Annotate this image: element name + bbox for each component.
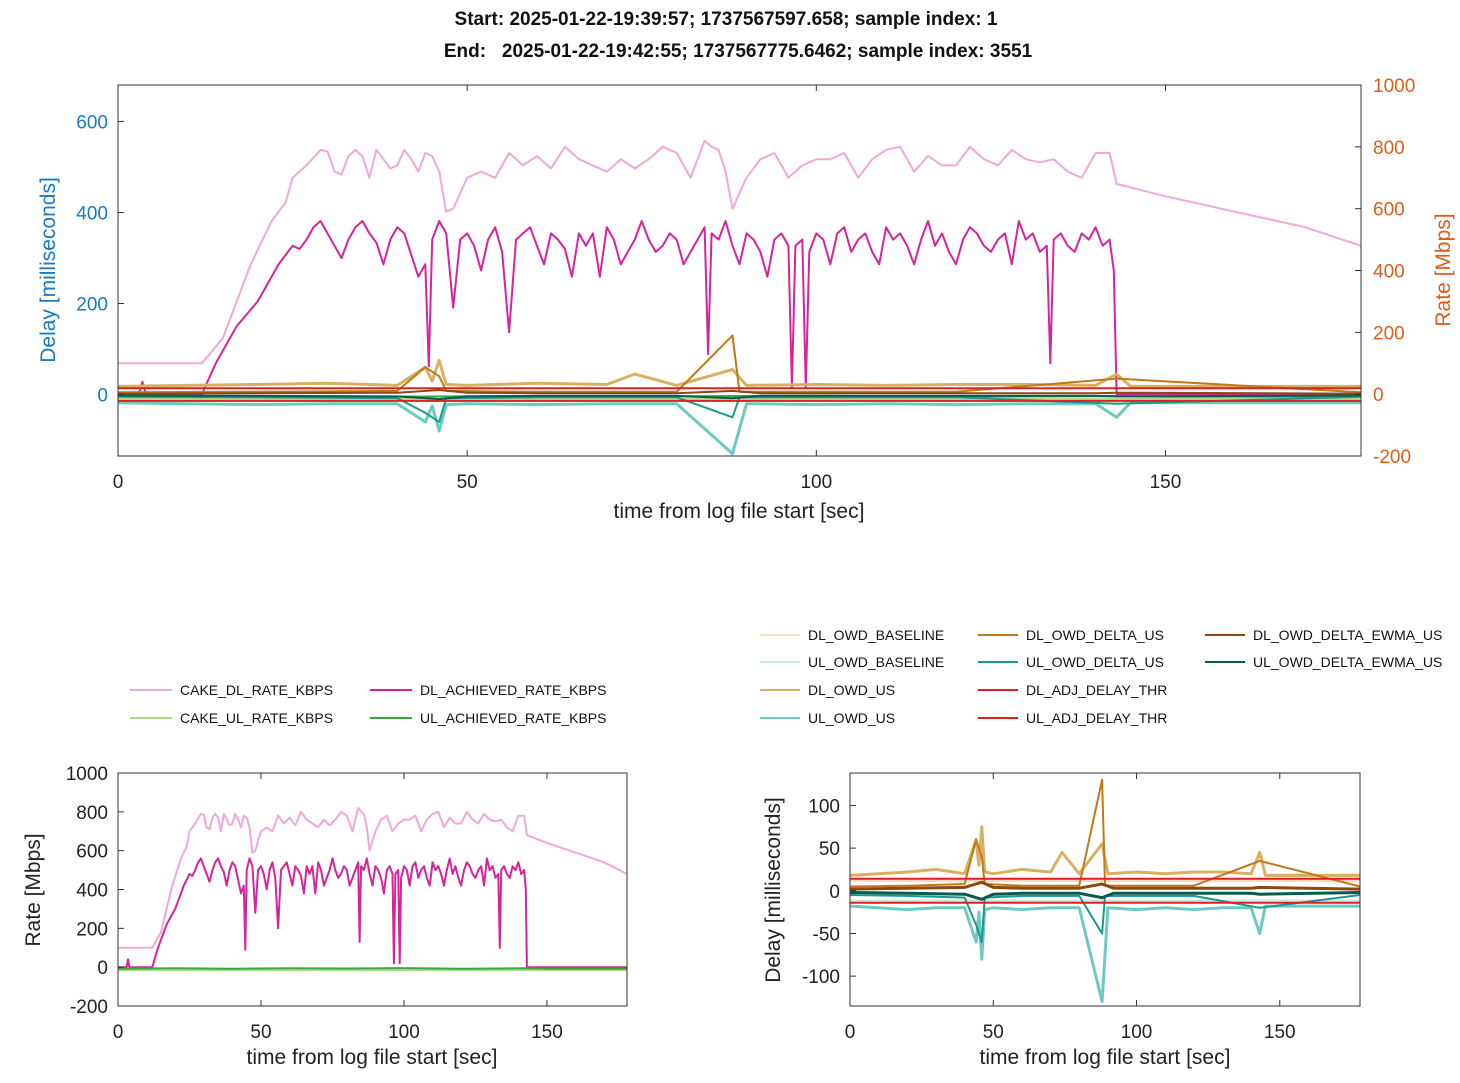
top-y2label: Rate [Mbps] <box>1432 213 1455 326</box>
delay-xtick-label: 150 <box>1264 1022 1296 1043</box>
top-right-ytick-label: 600 <box>1373 200 1405 221</box>
delay-xlabel: time from log file start [sec] <box>980 1046 1231 1069</box>
top-xlabel: time from log file start [sec] <box>614 500 865 523</box>
top-left-ytick-label: 200 <box>76 295 108 316</box>
delay-series-ul-owd-delta-ewma <box>849 891 1361 901</box>
rate-xtick-label: 150 <box>531 1022 563 1043</box>
top-xtick-label: 50 <box>457 472 478 493</box>
legend-rate-label: DL_ACHIEVED_RATE_KBPS <box>420 682 606 698</box>
delay-xtick-label: 100 <box>1121 1022 1153 1043</box>
top-right-ytick-label: 800 <box>1373 138 1405 159</box>
top-ylabel: Delay [milliseconds] <box>37 177 60 363</box>
legend-rate-label: CAKE_DL_RATE_KBPS <box>180 682 333 698</box>
delay-ytick-label: 50 <box>819 839 840 860</box>
rate-ylabel: Rate [Mbps] <box>22 833 45 946</box>
delay-ytick-label: 0 <box>829 882 840 903</box>
legend-rate: CAKE_DL_RATE_KBPS DL_ACHIEVED_RATE_KBPS CA… <box>130 682 606 726</box>
rate-series-dl-achieved-rate <box>118 857 627 969</box>
top-right-ytick-label: 1000 <box>1373 76 1415 97</box>
delay-ticks: 0 50 100 150 -100 -50 0 50 100 <box>802 773 1296 1043</box>
delay-series-dl-owd-us <box>849 825 1360 877</box>
legend-delay-label: UL_ADJ_DELAY_THR <box>1026 710 1167 726</box>
delay-series-dl-owd-delta-ewma <box>849 880 1361 891</box>
top-right-ytick-label: -200 <box>1373 447 1411 468</box>
legend-delay-label: DL_OWD_DELTA_US <box>1026 627 1164 643</box>
top-ticks: 0 50 100 150 0 200 400 600 -200 0 200 400 600 800 1000 <box>76 76 1415 493</box>
top-left-ytick-label: 400 <box>76 203 108 224</box>
top-series-dl-owd-us <box>117 358 1361 388</box>
top-right-ytick-label: 200 <box>1373 323 1405 344</box>
legend-delay-label: DL_ADJ_DELAY_THR <box>1026 682 1167 698</box>
top-series-ul-owd-delta-ewma <box>117 394 1362 401</box>
delay-panel: 0 50 100 150 -100 -50 0 50 100 time from log fil… <box>762 772 1361 1069</box>
rate-xlabel: time from log file start [sec] <box>247 1046 498 1069</box>
rate-series-ul-achieved-rate <box>117 967 627 970</box>
legend-delay-label: UL_OWD_US <box>808 710 895 726</box>
top-left-ytick-label: 600 <box>76 112 108 133</box>
delay-ytick-label: -50 <box>813 924 840 945</box>
rate-ytick-label: 200 <box>76 919 108 940</box>
top-xtick-label: 150 <box>1150 472 1182 493</box>
legend-rate-label: CAKE_UL_RATE_KBPS <box>180 710 333 726</box>
rate-xtick-label: 0 <box>113 1022 124 1043</box>
rate-series-cake-dl-rate <box>118 807 628 949</box>
delay-xtick-label: 50 <box>983 1022 1004 1043</box>
top-right-ytick-label: 400 <box>1373 262 1405 283</box>
legend-delay: DL_OWD_BASELINE DL_OWD_DELTA_US DL_OWD_DEL… <box>760 627 1442 726</box>
top-series-group <box>117 139 1362 456</box>
legend-delay-label: DL_OWD_BASELINE <box>808 627 944 643</box>
rate-xtick-label: 50 <box>250 1022 271 1043</box>
top-series-dl-owd-delta-ewma <box>117 389 1362 395</box>
title-line-1: Start: 2025-01-22-19:39:57; 1737567597.6… <box>455 9 998 30</box>
delay-ytick-label: 100 <box>808 796 840 817</box>
rate-xtick-label: 100 <box>388 1022 420 1043</box>
legend-delay-label: DL_OWD_US <box>808 682 895 698</box>
title-line-2: End: 2025-01-22-19:42:55; 1737567775.646… <box>444 41 1033 62</box>
delay-series-dl-owd-delta <box>849 778 1361 888</box>
delay-ytick-label: -100 <box>802 967 840 988</box>
top-series-dl-achieved-rate <box>118 220 1361 396</box>
top-xtick-label: 100 <box>800 472 832 493</box>
top-series-cake-dl-rate <box>118 139 1362 365</box>
delay-xtick-label: 0 <box>845 1022 856 1043</box>
legend-delay-label: UL_OWD_DELTA_EWMA_US <box>1253 654 1442 670</box>
top-series-ul-owd-us <box>117 401 1361 456</box>
rate-ytick-label: 1000 <box>66 764 108 785</box>
rate-ytick-label: 0 <box>97 958 108 979</box>
top-panel: 0 50 100 150 0 200 400 600 -200 0 200 400 600 800 1000… <box>37 76 1455 523</box>
delay-series-ul-owd-us <box>849 904 1360 1004</box>
top-left-ytick-label: 0 <box>97 386 108 407</box>
rate-ytick-label: 400 <box>76 881 108 902</box>
top-series-dl-owd-delta <box>117 334 1362 394</box>
rate-series-group <box>117 807 628 972</box>
delay-series-group <box>849 778 1361 1004</box>
top-xtick-label: 0 <box>113 472 124 493</box>
legend-delay-label: UL_OWD_BASELINE <box>808 654 944 670</box>
legend-delay-label: DL_OWD_DELTA_EWMA_US <box>1253 627 1442 643</box>
legend-rate-label: UL_ACHIEVED_RATE_KBPS <box>420 710 606 726</box>
rate-ytick-label: -200 <box>70 997 108 1018</box>
rate-ytick-label: 800 <box>76 803 108 824</box>
delay-ylabel: Delay [milliseconds] <box>762 797 785 983</box>
rate-ytick-label: 600 <box>76 842 108 863</box>
top-right-ytick-label: 0 <box>1373 385 1384 406</box>
legend-delay-label: UL_OWD_DELTA_US <box>1026 654 1164 670</box>
delay-axes-frame <box>849 772 1361 1007</box>
